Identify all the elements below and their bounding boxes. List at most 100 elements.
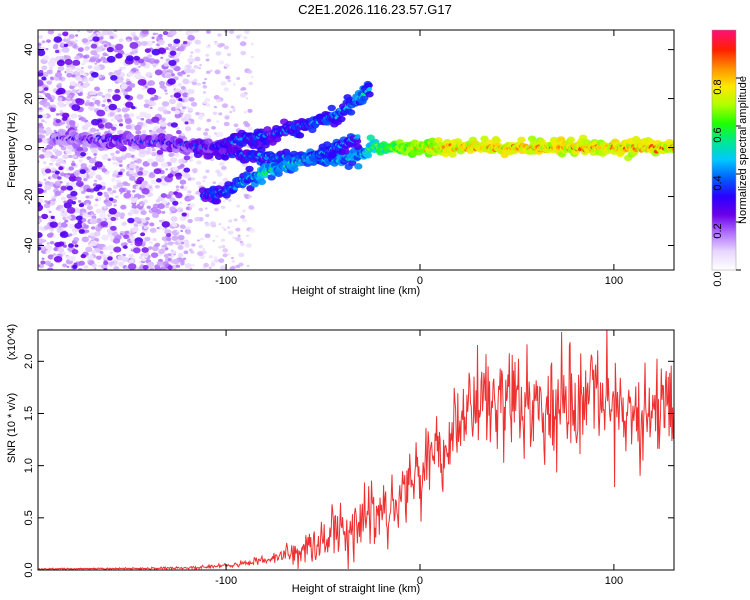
spectrogram-cell (195, 181, 202, 186)
spectrogram-cell (66, 72, 73, 78)
spectrogram-cell (186, 74, 190, 77)
spectrogram-cell (47, 30, 55, 35)
spectrogram-x-tick-label: 100 (605, 275, 623, 287)
spectrogram-cell (78, 159, 83, 163)
spectrogram-cell (222, 253, 228, 258)
spectrogram-cell (176, 230, 180, 233)
spectrogram-cell (46, 80, 53, 85)
spectrogram-cell (167, 78, 176, 85)
spectrogram-cell (93, 153, 97, 156)
spectrogram-cell (204, 138, 213, 145)
spectrogram-cell (84, 101, 90, 107)
spectrogram-cell (128, 163, 135, 169)
snr-x-axis-label: Height of straight line (km) (292, 583, 420, 595)
spectrogram-cell (38, 215, 42, 220)
spectrogram-cell (175, 188, 180, 192)
spectrogram-cell (164, 204, 170, 209)
spectrogram-cell (224, 115, 230, 120)
spectrogram-cell (232, 236, 237, 240)
spectrogram-cell (218, 112, 223, 116)
spectrogram-cell (107, 245, 115, 251)
spectrogram-cell (93, 179, 98, 183)
spectrogram-cell (184, 113, 192, 120)
spectrogram-cell (221, 245, 226, 248)
spectrogram-cell (217, 33, 222, 37)
spectrogram-cell (172, 84, 177, 88)
spectrogram-cell (57, 176, 62, 180)
spectrogram-cell (118, 114, 122, 117)
spectrogram-cell (38, 69, 44, 74)
spectrogram-cell (238, 252, 245, 258)
spectrogram-cell (434, 137, 443, 144)
spectrogram-cell (180, 109, 185, 113)
spectrogram-cell (191, 168, 198, 173)
spectrogram-cell (168, 59, 177, 67)
spectrogram-cell (83, 78, 89, 83)
spectrogram-cell (168, 48, 172, 51)
spectrogram-cell (207, 44, 211, 47)
spectrogram-cell (118, 187, 126, 193)
spectrogram-cell (205, 213, 210, 218)
spectrogram-cell (41, 98, 48, 103)
spectrogram-cell (135, 130, 142, 135)
spectrogram-cell (136, 94, 144, 100)
spectrogram-cell (89, 35, 93, 38)
spectrogram-cell (193, 65, 199, 69)
spectrogram-cell (57, 33, 62, 37)
spectrogram-cell (161, 199, 167, 204)
spectrogram-cell (105, 201, 113, 207)
spectrogram-cell (113, 246, 122, 253)
spectrogram-cell (187, 218, 193, 224)
spectrogram-cell (59, 172, 66, 177)
spectrogram-cell (87, 105, 96, 111)
spectrogram-cell (95, 174, 102, 180)
spectrogram-cell (49, 221, 58, 228)
spectrogram-cell (150, 179, 158, 185)
spectrogram-cell (186, 94, 190, 97)
spectrogram-cell (202, 131, 209, 136)
spectrogram-cell (233, 123, 239, 128)
spectrogram-cell (41, 71, 49, 78)
spectrogram-cell (233, 218, 238, 222)
spectrogram-cell (150, 252, 159, 258)
spectrogram-cell (183, 167, 191, 173)
spectrogram-cell (38, 79, 44, 87)
spectrogram-cell (155, 199, 161, 203)
spectrogram-cell (365, 91, 374, 98)
spectrogram-cell (77, 30, 80, 33)
spectrogram-cell (157, 39, 165, 46)
spectrogram-cell (46, 208, 51, 212)
spectrogram-cell (224, 63, 230, 68)
spectrogram-cell (181, 212, 187, 217)
spectrogram-cell (191, 121, 195, 125)
spectrogram-cell (188, 97, 195, 102)
spectrogram-cell (62, 263, 68, 268)
spectrogram-cell (165, 73, 172, 79)
spectrogram-cell (480, 135, 489, 142)
spectrogram-cell (155, 32, 159, 35)
spectrogram-cell (91, 166, 98, 171)
spectrogram-cell (95, 198, 99, 202)
spectrogram-cell (172, 241, 175, 244)
spectrogram-cell (182, 257, 187, 261)
spectrogram-cell (66, 265, 70, 268)
spectrogram-cell (202, 179, 206, 183)
spectrogram-cell (174, 113, 182, 119)
spectrogram-cell (189, 62, 193, 65)
spectrogram-cell (232, 83, 236, 86)
spectrogram-cell (133, 223, 139, 228)
spectrogram-cell (86, 254, 94, 260)
spectrogram-cell (216, 98, 221, 103)
spectrogram-cell (208, 266, 212, 269)
spectrogram-cell (172, 166, 179, 172)
spectrogram-cell (213, 256, 218, 260)
spectrogram-cell (205, 103, 211, 107)
spectrogram-cell (517, 136, 526, 144)
spectrogram-cell (54, 150, 63, 156)
spectrogram-cell (197, 251, 204, 256)
spectrogram-cell (114, 88, 121, 94)
spectrogram-cell (353, 143, 363, 151)
spectrogram-cell (88, 164, 93, 168)
spectrogram-cell (214, 41, 220, 46)
spectrogram-cell (149, 241, 153, 244)
